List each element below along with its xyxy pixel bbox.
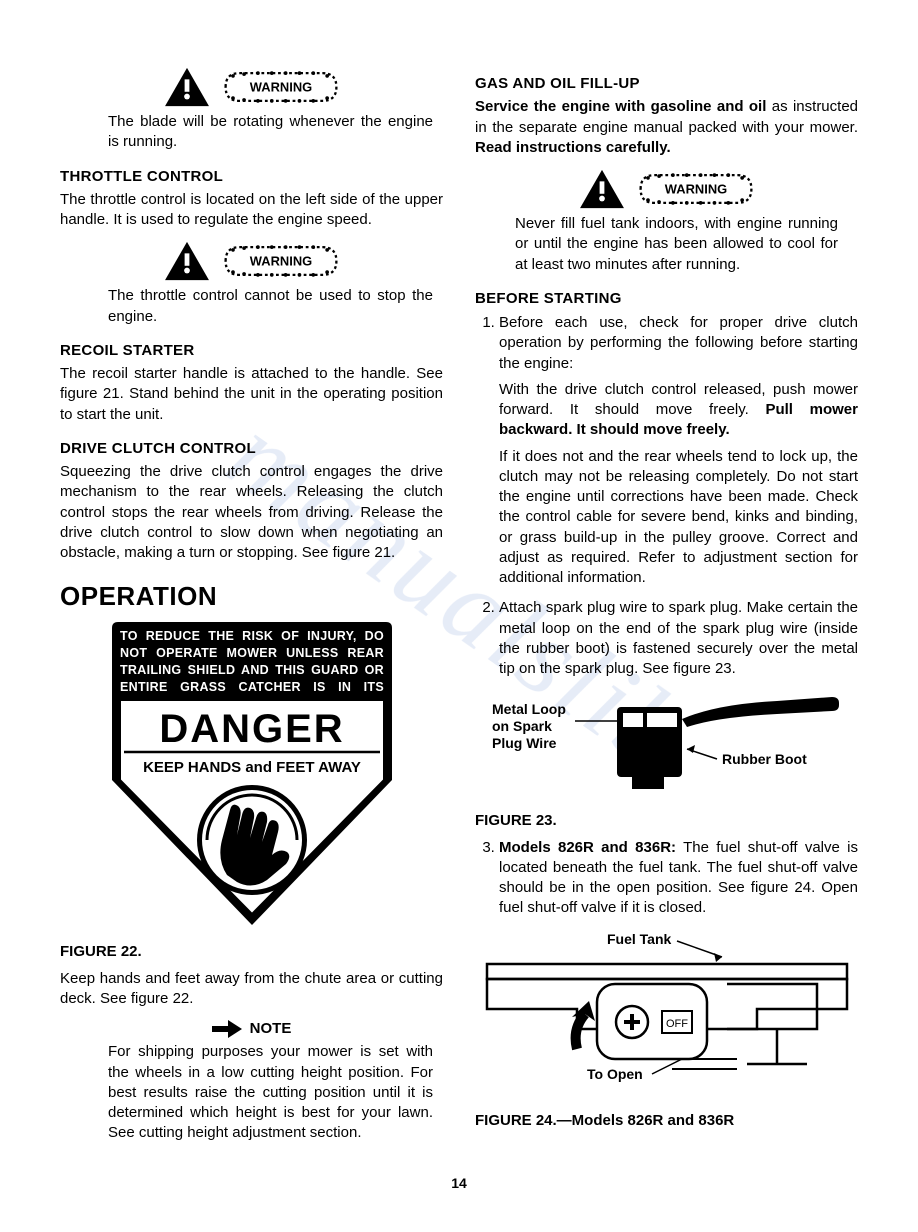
li1a: Before each use, check for proper drive … — [499, 314, 858, 372]
gas-body: Service the engine with gasoline and oil… — [475, 97, 858, 158]
svg-text:OFF: OFF — [666, 1018, 688, 1030]
gas-bold1: Service the engine with gasoline and oil — [475, 98, 766, 115]
danger-sign: TO REDUCE THE RISK OF INJURY, DO NOT OPE… — [60, 620, 443, 930]
list-item: Models 826R and 836R: The fuel shut-off … — [499, 838, 858, 919]
clutch-body: Squeezing the drive clutch control engag… — [60, 462, 443, 563]
before-list: Before each use, check for proper drive … — [475, 313, 858, 679]
throttle-body: The throttle control is located on the l… — [60, 190, 443, 231]
before-heading: BEFORE STARTING — [475, 289, 858, 309]
figure-23-caption: FIGURE 23. — [475, 811, 858, 831]
list-item: Before each use, check for proper drive … — [499, 313, 858, 588]
svg-text:Rubber Boot: Rubber Boot — [722, 751, 807, 767]
warning-bubble-icon: WARNING — [636, 170, 756, 208]
note-label: NOTE — [250, 1019, 292, 1039]
figure-22-caption: FIGURE 22. — [60, 942, 443, 962]
svg-text:Metal Loop: Metal Loop — [492, 701, 566, 717]
li1c: If it does not and the rear wheels tend … — [499, 447, 858, 589]
figure-22-body: Keep hands and feet away from the chute … — [60, 969, 443, 1010]
warning-bubble-icon: WARNING — [221, 242, 341, 280]
figure-23-diagram: Metal Loop on Spark Plug Wire Rubber Boo… — [475, 689, 858, 799]
warning1-text: The blade will be rotating whenever the … — [108, 112, 433, 153]
gas-bold2: Read instructions carefully. — [475, 139, 671, 156]
page-number: 14 — [60, 1174, 858, 1193]
left-column: WARNING The blade will be rotating whene… — [60, 60, 443, 1154]
li3-bold: Models 826R and 836R: — [499, 839, 676, 856]
svg-text:Fuel Tank: Fuel Tank — [607, 931, 672, 947]
svg-text:Plug Wire: Plug Wire — [492, 735, 557, 751]
figure-24-caption: FIGURE 24.—Models 826R and 836R — [475, 1111, 858, 1131]
warning-bubble-icon: WARNING — [221, 68, 341, 106]
warning-triangle-icon — [163, 66, 211, 108]
warning-triangle-icon — [578, 168, 626, 210]
note-row: NOTE — [60, 1019, 443, 1039]
note-body: For shipping purposes your mower is set … — [108, 1042, 433, 1143]
warning-triangle-icon — [163, 240, 211, 282]
warning2-text: The throttle control cannot be used to s… — [108, 286, 433, 327]
warning-block-1: WARNING — [60, 66, 443, 108]
recoil-body: The recoil starter handle is attached to… — [60, 364, 443, 425]
throttle-heading: THROTTLE CONTROL — [60, 167, 443, 187]
svg-text:To Open: To Open — [587, 1066, 643, 1082]
figure-24-diagram: Fuel Tank OFF To Open — [475, 929, 858, 1099]
gas-heading: GAS AND OIL FILL-UP — [475, 74, 858, 94]
arrow-right-icon — [212, 1020, 242, 1038]
svg-text:on Spark: on Spark — [492, 718, 552, 734]
list-item: Attach spark plug wire to spark plug. Ma… — [499, 598, 858, 679]
operation-heading: OPERATION — [60, 579, 443, 614]
right-column: GAS AND OIL FILL-UP Service the engine w… — [475, 60, 858, 1154]
svg-text:KEEP HANDS and FEET AWAY: KEEP HANDS and FEET AWAY — [143, 759, 361, 776]
svg-text:WARNING: WARNING — [249, 80, 311, 95]
svg-text:WARNING: WARNING — [664, 182, 726, 197]
warning-block-3: WARNING — [475, 168, 858, 210]
before-list-cont: Models 826R and 836R: The fuel shut-off … — [475, 838, 858, 919]
warning-block-2: WARNING — [60, 240, 443, 282]
clutch-heading: DRIVE CLUTCH CONTROL — [60, 439, 443, 459]
svg-text:WARNING: WARNING — [249, 254, 311, 269]
li2: Attach spark plug wire to spark plug. Ma… — [499, 599, 858, 677]
recoil-heading: RECOIL STARTER — [60, 341, 443, 361]
svg-text:DANGER: DANGER — [159, 707, 344, 751]
warning3-text: Never fill fuel tank indoors, with engin… — [515, 214, 838, 275]
